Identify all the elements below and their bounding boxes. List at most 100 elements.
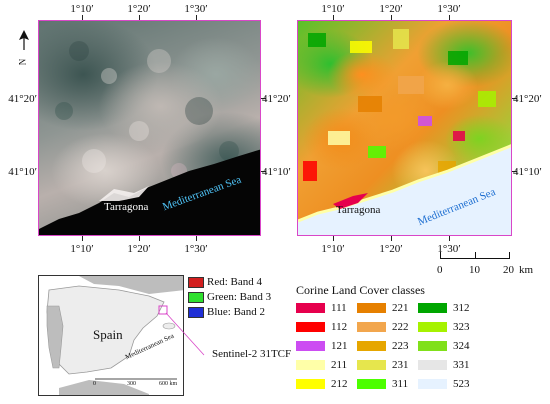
inset-map: Spain Mediterranean Sea 0 300 600 km [38, 275, 184, 396]
clc-item-212: 212 [296, 378, 348, 390]
left-top-tickmark [82, 15, 83, 20]
clc-swatch [357, 360, 386, 371]
north-label: N [17, 58, 28, 66]
clc-swatch [296, 322, 325, 333]
clc-item-112: 112 [296, 321, 347, 333]
right-right-tickmark [512, 171, 517, 172]
inset-scale-600: 600 km [159, 381, 178, 387]
clc-swatch [418, 303, 447, 314]
left-bottom-tickmark [196, 236, 197, 241]
right-top-tickmark [449, 15, 450, 20]
band-swatch-blue [188, 306, 204, 318]
scale-unit: km [519, 264, 534, 276]
clc-item-331: 331 [418, 359, 470, 371]
clc-item-312: 312 [418, 302, 470, 314]
left-bottom-tick-3: 1°30′ [184, 243, 208, 255]
clc-item-311: 311 [357, 378, 408, 390]
clc-swatch [357, 322, 386, 333]
left-bottom-tickmark [139, 236, 140, 241]
clc-swatch [418, 379, 447, 390]
iberia-map [46, 276, 183, 395]
clc-swatch [418, 322, 447, 333]
left-right-tick-2: 41°10′ [262, 166, 291, 178]
left-bottom-tick-2: 1°20′ [127, 243, 151, 255]
scale-bar [440, 252, 510, 274]
clc-code: 221 [392, 302, 409, 314]
clc-item-324: 324 [418, 340, 470, 352]
north-arrow-icon [19, 30, 29, 50]
clc-swatch [357, 341, 386, 352]
clc-swatch [296, 360, 325, 371]
clc-swatch [418, 360, 447, 371]
clc-item-221: 221 [357, 302, 409, 314]
scale-bar-line [440, 258, 510, 259]
right-bottom-tick-2: 1°20′ [379, 243, 403, 255]
clc-swatch [296, 379, 325, 390]
satellite-image-panel: Tarragona Mediterranean Sea [38, 20, 261, 236]
clc-code: 211 [331, 359, 348, 371]
inset-scale-0: 0 [93, 381, 96, 387]
clc-swatch [296, 341, 325, 352]
band-swatch-green [188, 291, 204, 303]
clc-swatch [357, 379, 386, 390]
left-top-tickmark [139, 15, 140, 20]
scale-bar-tick [475, 252, 476, 259]
clc-item-323: 323 [418, 321, 470, 333]
band-swatch-red [188, 276, 204, 288]
sea-area [39, 41, 260, 235]
scale-bar-tick [440, 252, 441, 259]
right-right-tick-1: 41°20′ [513, 93, 542, 105]
right-top-tick-2: 1°20′ [379, 3, 403, 15]
left-top-tickmark [196, 15, 197, 20]
left-right-tickmark [261, 98, 266, 99]
scale-bar-tick [509, 252, 510, 259]
inset-scale-300: 300 [127, 381, 136, 387]
clc-code: 112 [331, 321, 348, 333]
right-bottom-tick-1: 1°10′ [321, 243, 345, 255]
right-bottom-tickmark [391, 236, 392, 241]
left-right-tick-1: 41°20′ [262, 93, 291, 105]
band-legend-red: Red: Band 4 [188, 276, 262, 288]
right-top-tick-3: 1°30′ [437, 3, 461, 15]
land-cover-map-panel: Tarragona Mediterranean Sea [297, 20, 512, 236]
right-city-label: Tarragona [336, 204, 381, 216]
left-city-label: Tarragona [104, 201, 149, 213]
band-legend-green: Green: Band 3 [188, 291, 271, 303]
left-bottom-tick-1: 1°10′ [70, 243, 94, 255]
clc-swatch [418, 341, 447, 352]
left-top-tick-3: 1°30′ [184, 3, 208, 15]
clc-item-121: 121 [296, 340, 348, 352]
clc-item-211: 211 [296, 359, 347, 371]
clc-swatch [296, 303, 325, 314]
clc-code: 111 [331, 302, 347, 314]
right-top-tick-1: 1°10′ [321, 3, 345, 15]
left-top-tick-1: 1°10′ [70, 3, 94, 15]
clc-item-231: 231 [357, 359, 409, 371]
left-right-tickmark [261, 171, 266, 172]
left-left-tick-2: 41°10′ [8, 166, 37, 178]
scale-label-10: 10 [469, 264, 480, 276]
right-bottom-tick-3: 1°30′ [437, 243, 461, 255]
clc-code: 323 [453, 321, 470, 333]
band-legend-blue: Blue: Band 2 [188, 306, 265, 318]
clc-code: 311 [392, 378, 409, 390]
inset-country-label: Spain [93, 327, 123, 342]
clc-code: 222 [392, 321, 409, 333]
clc-code: 231 [392, 359, 409, 371]
left-left-tick-1: 41°20′ [8, 93, 37, 105]
tile-label: Sentinel-2 31TCF [212, 348, 292, 360]
band-label-blue: Blue: Band 2 [207, 306, 266, 318]
land-cover-patches [298, 29, 511, 235]
tile-connector [165, 312, 205, 356]
left-top-tick-2: 1°20′ [127, 3, 151, 15]
right-bottom-tickmark [449, 236, 450, 241]
clc-code: 312 [453, 302, 470, 314]
clc-item-223: 223 [357, 340, 409, 352]
clc-code: 223 [392, 340, 409, 352]
clc-item-523: 523 [418, 378, 470, 390]
band-label-red: Red: Band 4 [207, 276, 262, 288]
clc-item-222: 222 [357, 321, 409, 333]
left-bottom-tickmark [82, 236, 83, 241]
scale-label-20: 20 [503, 264, 514, 276]
clc-legend-title: Corine Land Cover classes [296, 283, 425, 297]
